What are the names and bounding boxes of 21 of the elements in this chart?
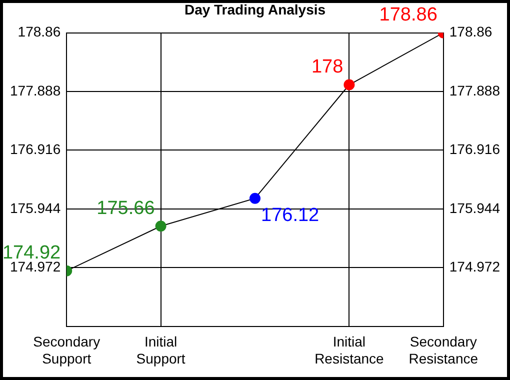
y-tick-label: 178.86 (18, 24, 61, 40)
x-tick-label: Initial Support (136, 334, 186, 366)
point (155, 220, 166, 232)
y2-tick-label: 174.972 (449, 258, 500, 275)
point (344, 79, 355, 90)
y-tick-label: 175.944 (10, 200, 61, 216)
x-tick-label: Secondary Resistance (408, 334, 478, 366)
y2-tick-label: 176.916 (449, 141, 500, 158)
point (250, 192, 260, 204)
y-tick-label: 176.916 (10, 141, 61, 158)
data-label: 176.12 (261, 205, 320, 226)
y-tick-label: 174.972 (10, 258, 61, 275)
data-label: 178 (311, 56, 344, 78)
x-tick-label: Secondary Support (33, 334, 100, 366)
y2-tick-label: 177.888 (449, 82, 500, 98)
y-tick-label: 177.888 (10, 82, 61, 98)
chart-title: Day Trading Analysis (184, 1, 326, 18)
x-tick-label: Initial Resistance (314, 334, 384, 366)
data-label: 178.86 (379, 4, 438, 26)
y2-tick-label: 178.86 (449, 24, 492, 40)
y2-tick-label: 175.944 (449, 200, 500, 216)
